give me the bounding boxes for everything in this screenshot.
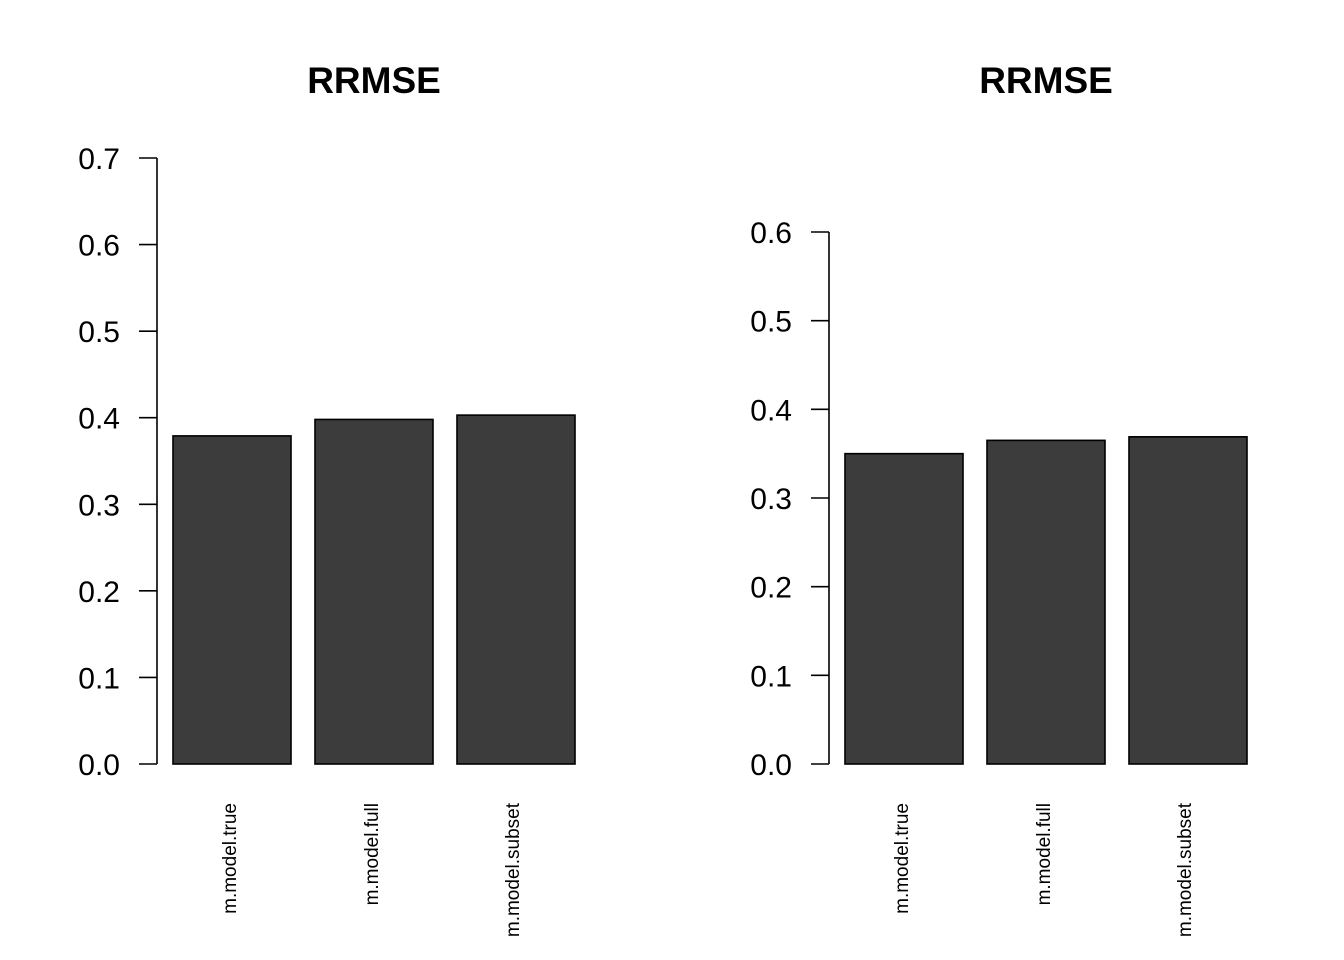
x-category-label: m.model.true bbox=[892, 803, 913, 914]
y-tick-label: 0.4 bbox=[750, 394, 792, 427]
y-tick-label: 0.5 bbox=[750, 306, 792, 339]
x-category-label: m.model.full bbox=[362, 803, 383, 905]
bar-2 bbox=[986, 439, 1106, 765]
x-category-label: m.model.full bbox=[1034, 803, 1055, 905]
chart-title: RRMSE bbox=[979, 60, 1113, 101]
chart-panel-left: RRMSE 0.0 0.1 0.2 0.3 0.4 0.5 0.6 0.7 m.model.tr… bbox=[78, 60, 576, 937]
y-tick-label: 0.5 bbox=[78, 316, 120, 349]
y-tick-label: 0.2 bbox=[750, 572, 792, 605]
y-tick-label: 0.4 bbox=[78, 403, 120, 436]
x-category-label: m.model.subset bbox=[503, 802, 524, 937]
bar-3 bbox=[1128, 436, 1248, 765]
y-tick-label: 0.6 bbox=[750, 217, 792, 250]
y-tick-label: 0.7 bbox=[78, 143, 120, 176]
y-tick-label: 0.2 bbox=[78, 576, 120, 609]
y-tick-label: 0.3 bbox=[78, 489, 120, 522]
bar-1 bbox=[172, 435, 292, 765]
bar-2 bbox=[314, 418, 434, 765]
x-category-label: m.model.subset bbox=[1175, 802, 1196, 937]
y-tick-label: 0.3 bbox=[750, 483, 792, 516]
x-category-label: m.model.true bbox=[220, 803, 241, 914]
y-tick-label: 0.1 bbox=[78, 662, 120, 695]
y-tick-label: 0.6 bbox=[78, 230, 120, 263]
chart-panel-right: RRMSE 0.0 0.1 0.2 0.3 0.4 0.5 0.6 m.model.true m… bbox=[750, 60, 1248, 937]
bar-3 bbox=[456, 414, 576, 765]
y-tick-label: 0.0 bbox=[78, 749, 120, 782]
chart-title: RRMSE bbox=[307, 60, 441, 101]
bar-1 bbox=[844, 452, 964, 765]
y-tick-label: 0.0 bbox=[750, 749, 792, 782]
y-tick-label: 0.1 bbox=[750, 660, 792, 693]
